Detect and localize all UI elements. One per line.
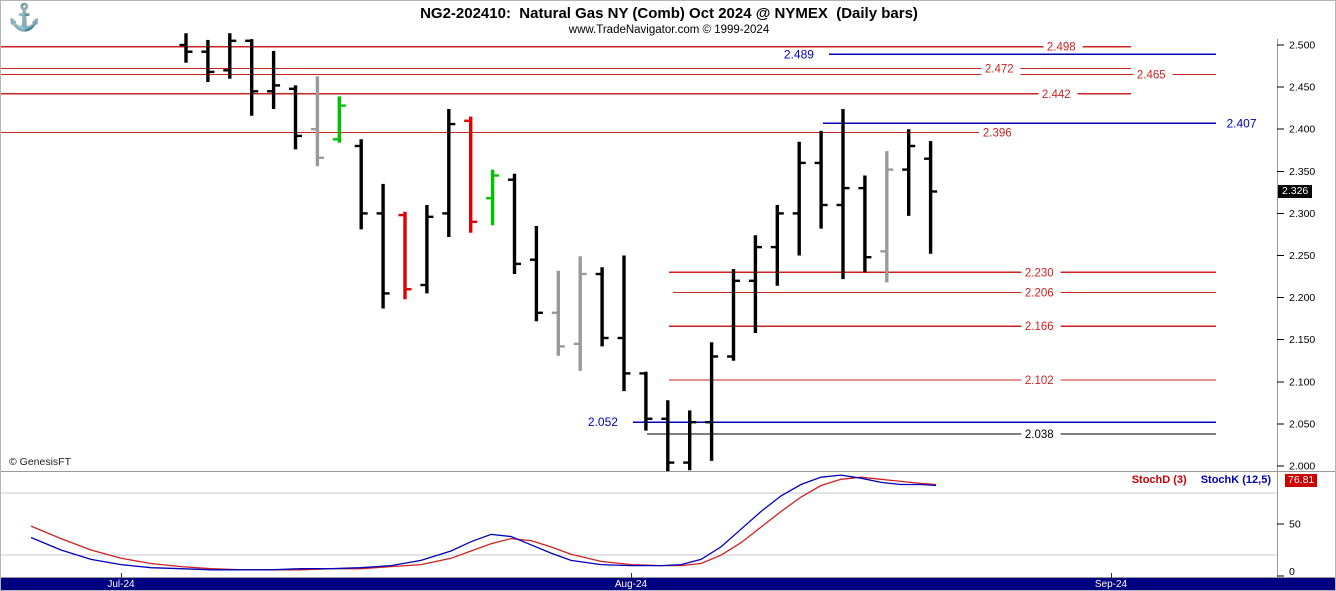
date-axis-bar: Jul-24 Aug-24 Sep-24 xyxy=(1,578,1335,590)
ohlc-bar xyxy=(376,183,390,309)
price-line-label[interactable]: 2.407 xyxy=(1227,116,1257,130)
price-line-label-bg xyxy=(1021,265,1061,279)
stoch-legend: StochD (3) StochK (12,5) xyxy=(1132,474,1271,486)
ohlc-bar xyxy=(792,141,806,256)
chart-title: NG2-202410: Natural Gas NY (Comb) Oct 20… xyxy=(420,5,918,22)
ohlc-bar xyxy=(486,169,500,226)
price-line-label-bg xyxy=(584,415,625,429)
price-line-label-bg xyxy=(1021,427,1061,441)
ohlc-bar xyxy=(770,205,784,286)
stochd-legend-label[interactable]: StochD (3) xyxy=(1131,474,1187,486)
price-line-label-bg xyxy=(1021,373,1061,387)
ohlc-bar xyxy=(902,129,916,216)
stoch-value-badge: 76.81 xyxy=(1285,474,1318,487)
ohlc-bar xyxy=(529,226,543,322)
price-line-label[interactable]: 2.038 xyxy=(1025,429,1054,441)
ohlc-bar xyxy=(683,410,697,471)
ohlc-bar xyxy=(924,141,938,254)
ohlc-bar xyxy=(595,267,609,347)
price-line-label[interactable]: 2.465 xyxy=(1137,70,1166,82)
price-axis-tick-label: 2.450 xyxy=(1289,82,1315,94)
stoch-axis-tick-label: 50 xyxy=(1289,519,1301,531)
genesisft-logo: ⚓ xyxy=(8,2,40,32)
price-line-label-bg xyxy=(1021,286,1061,299)
date-axis-label: Aug-24 xyxy=(614,579,648,590)
ohlc-bar xyxy=(814,130,828,229)
ohlc-bar xyxy=(705,342,719,461)
price-line-label[interactable]: 2.166 xyxy=(1025,321,1054,333)
price-line-label[interactable]: 2.472 xyxy=(985,64,1014,76)
price-line-label-bg xyxy=(1223,116,1264,130)
ohlc-bar xyxy=(223,33,237,79)
ohlc-bar xyxy=(617,255,631,392)
ohlc-bar xyxy=(464,116,478,233)
price-axis-tick-label: 2.500 xyxy=(1289,40,1315,52)
ohlc-bar xyxy=(179,33,193,63)
price-line-label[interactable]: 2.442 xyxy=(1042,89,1071,101)
ohlc-bar xyxy=(420,205,434,294)
ohlc-bar xyxy=(880,151,894,283)
ohlc-bar xyxy=(836,109,850,280)
price-line-label[interactable]: 2.230 xyxy=(1025,267,1054,279)
chart-subtitle: www.TradeNavigator.com © 1999-2024 xyxy=(568,24,770,36)
ohlc-bar xyxy=(442,109,456,237)
price-line-label[interactable]: 2.498 xyxy=(1047,42,1076,54)
price-axis-tick-label: 2.150 xyxy=(1289,334,1315,346)
price-axis-tick-label: 2.400 xyxy=(1289,124,1315,136)
ohlc-bar xyxy=(267,50,281,109)
ohlc-bar xyxy=(398,211,412,300)
ohlc-bar xyxy=(748,235,762,333)
price-line-label-bg xyxy=(981,62,1021,76)
ohlc-bar xyxy=(310,76,324,167)
ohlc-bar xyxy=(639,371,653,431)
price-line-label[interactable]: 2.052 xyxy=(588,415,618,429)
ohlc-bar xyxy=(727,269,740,361)
ohlc-bar xyxy=(508,173,521,274)
ohlc-bar xyxy=(573,256,587,371)
price-line-label-bg xyxy=(1133,68,1173,81)
price-line-label-bg xyxy=(979,126,1019,140)
price-axis-tick-label: 2.200 xyxy=(1289,292,1315,304)
date-axis-label: Sep-24 xyxy=(1094,579,1128,590)
price-axis-tick-label: 2.050 xyxy=(1289,418,1315,430)
price-line-label[interactable]: 2.102 xyxy=(1025,375,1054,387)
price-axis-tick-label: 2.250 xyxy=(1289,250,1315,262)
price-axis-tick-label: 2.100 xyxy=(1289,376,1315,388)
price-axis-tick-label: 2.000 xyxy=(1289,461,1315,473)
ohlc-bar xyxy=(354,139,368,230)
stochk-legend-label[interactable]: StochK (12,5) xyxy=(1200,474,1271,486)
ohlc-bar xyxy=(289,85,302,150)
price-axis-tick-label: 2.350 xyxy=(1289,166,1315,178)
genesisft-watermark: © GenesisFT xyxy=(9,456,72,468)
price-line-label-bg xyxy=(780,47,821,61)
price-line-label[interactable]: 2.489 xyxy=(784,47,814,61)
ohlc-bar xyxy=(858,175,872,273)
price-line-label-bg xyxy=(1021,319,1061,333)
price-line-label-bg xyxy=(1043,40,1083,54)
ohlc-bar xyxy=(661,400,675,472)
stochk-line xyxy=(30,474,937,571)
price-line-label-bg xyxy=(1038,87,1078,101)
price-axis-tick-label: 2.300 xyxy=(1289,208,1315,220)
date-axis-label: Jul-24 xyxy=(107,579,135,590)
price-line-label[interactable]: 2.206 xyxy=(1025,288,1054,300)
ohlc-bar xyxy=(332,96,346,143)
last-price-badge: 2.326 xyxy=(1278,185,1313,198)
anchor-icon: ⚓ xyxy=(8,2,41,32)
price-line-label[interactable]: 2.396 xyxy=(983,128,1012,140)
stochd-line xyxy=(30,476,937,571)
ohlc-bar xyxy=(551,270,565,356)
ohlc-bar xyxy=(201,39,215,82)
ohlc-bar xyxy=(245,39,259,116)
stoch-axis-tick-label: 0 xyxy=(1289,566,1295,578)
